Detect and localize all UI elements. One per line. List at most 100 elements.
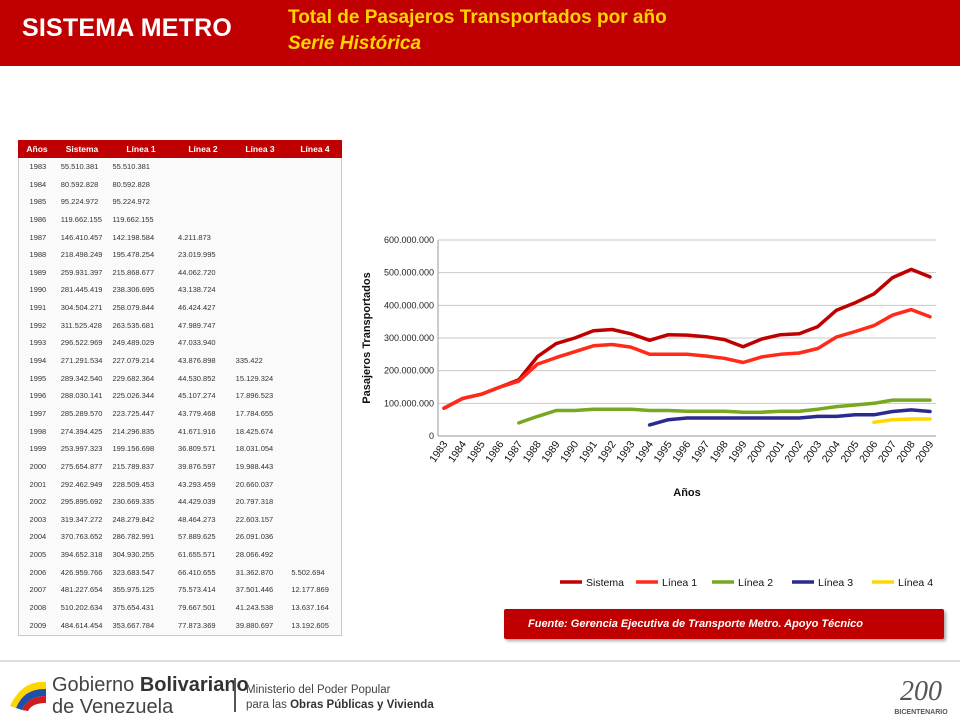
table-row: 1999 253.997.323 199.156.698 36.809.571 18.0…	[19, 444, 341, 454]
table-cell: 1988	[29, 250, 47, 260]
x-tick-label: 2001	[764, 439, 787, 465]
table-row: 1997 285.289.570 223.725.447 43.779.468 17.7…	[19, 409, 341, 419]
table-cell	[287, 285, 341, 295]
table-cell: 249.489.029	[112, 338, 155, 348]
source-note: Fuente: Gerencia Ejecutiva de Transporte…	[504, 609, 944, 639]
legend-label: Línea 4	[898, 577, 933, 589]
table-cell: 215.868.677	[112, 267, 155, 277]
table-row: 1985 95.224.972 95.224.972	[19, 197, 341, 207]
x-tick-label: 1988	[521, 439, 544, 465]
table-cell	[287, 303, 341, 313]
table-cell	[232, 197, 288, 207]
x-tick-label: 1984	[446, 439, 469, 465]
table-cell: 1997	[29, 408, 47, 418]
table-cell: 44.062.720	[178, 267, 216, 277]
table-row: 1998 274.394.425 214.296.835 41.671.916 18.4…	[19, 427, 341, 437]
brand-title: SISTEMA METRO	[22, 14, 233, 42]
legend-label: Línea 1	[662, 577, 697, 589]
ministry-prefix: para las	[246, 699, 291, 711]
table-cell: 1989	[29, 267, 47, 277]
y-tick-label: 100.000.000	[384, 398, 434, 408]
table-row: 1987 146.410.457 142.198.584 4.211.873	[19, 233, 341, 243]
table-cell: 286.782.991	[112, 532, 155, 542]
table-cell: 375.654.431	[112, 603, 155, 613]
y-tick-label: 400.000.000	[384, 300, 434, 310]
y-tick-label: 0	[429, 431, 434, 441]
table-cell	[232, 285, 288, 295]
y-axis-title: Pasajeros Transportados	[361, 272, 373, 403]
table-cell: 1998	[29, 426, 47, 436]
header-cell-linea4: Línea 4	[300, 144, 330, 154]
table-cell	[232, 321, 288, 331]
table-cell: 119.662.155	[60, 214, 102, 224]
table-cell	[174, 180, 232, 190]
table-cell: 394.652.318	[60, 550, 103, 560]
table-cell: 15.129.324	[235, 373, 274, 383]
table-cell: 1996	[29, 391, 47, 401]
table-cell: 296.522.969	[60, 338, 103, 348]
table-cell: 119.662.155	[112, 214, 154, 224]
table-cell: 1987	[29, 232, 47, 242]
table-cell: 80.592.828	[60, 179, 99, 189]
x-tick-label: 2004	[820, 439, 843, 465]
bicentenario-number: 200	[900, 676, 942, 707]
series-line-4	[647, 408, 932, 427]
table-cell	[232, 338, 288, 348]
table-cell: 4.211.873	[178, 232, 211, 242]
header-cell-linea1: Línea 1	[126, 144, 156, 154]
table-cell: 142.198.584	[112, 232, 155, 242]
table-cell: 2008	[29, 603, 47, 613]
table-cell: 17.784.655	[235, 408, 274, 418]
table-cell	[287, 427, 341, 437]
table-cell	[287, 391, 341, 401]
table-cell: 19.988.443	[235, 461, 274, 471]
table-cell: 426.959.766	[60, 567, 103, 577]
series-line-2	[442, 307, 932, 410]
y-tick-label: 500.000.000	[384, 268, 434, 278]
table-cell	[232, 215, 288, 225]
passenger-table: Años Sistema Línea 1 Línea 2 Línea 3 Lín…	[18, 140, 342, 636]
table-row: 1984 80.592.828 80.592.828	[19, 180, 341, 190]
table-cell: 311.525.428	[60, 320, 102, 330]
table-cell: 281.445.419	[60, 285, 103, 295]
table-cell: 274.394.425	[60, 426, 103, 436]
x-tick-label: 1995	[652, 439, 675, 465]
table-cell: 36.809.571	[178, 444, 216, 454]
table-cell: 227.079.214	[112, 356, 155, 366]
table-cell: 57.889.625	[178, 532, 216, 542]
x-tick-label: 1996	[670, 439, 693, 465]
y-tick-label: 300.000.000	[384, 333, 434, 343]
ministry-line1: Ministerio del Poder Popular	[246, 684, 391, 696]
table-cell: 1993	[29, 338, 47, 348]
table-cell: 2007	[29, 585, 47, 595]
table-cell	[174, 197, 232, 207]
table-cell: 55.510.381	[60, 162, 99, 171]
x-tick-label: 2009	[913, 439, 936, 465]
series-line-3	[517, 398, 932, 425]
table-cell: 484.614.454	[60, 620, 103, 630]
table-cell: 295.895.692	[60, 497, 103, 507]
table-cell	[174, 162, 232, 172]
table-cell: 218.498.249	[60, 250, 103, 260]
gov-bold: Bolivariano	[139, 674, 249, 696]
table-cell	[232, 162, 288, 172]
table-cell: 258.079.844	[112, 303, 155, 313]
table-body: 1983 55.510.381 55.510.381 1984 80.592.828 80…	[18, 158, 342, 636]
page-title: Total de Pasajeros Transportados por año	[288, 7, 667, 28]
table-row: 2003 319.347.272 248.279.842 48.464.273 22.6…	[19, 515, 341, 525]
table-cell: 79.667.501	[178, 603, 216, 613]
table-row: 2004 370.763.652 286.782.991 57.889.625 26.0…	[19, 532, 341, 542]
table-cell: 1984	[29, 179, 47, 189]
table-cell: 75.573.414	[178, 585, 216, 595]
table-row: 2007 481.227.654 355.975.125 75.573.414 37.5…	[19, 585, 341, 595]
table-row: 1996 288.030.141 225.026.344 45.107.274 17.8…	[19, 391, 341, 401]
table-cell: 43.876.898	[178, 356, 216, 366]
x-tick-label: 1992	[595, 439, 618, 465]
header-banner: SISTEMA METRO Total de Pasajeros Transpo…	[0, 0, 960, 66]
table-cell: 20.797.318	[235, 497, 274, 507]
table-cell: 238.306.695	[112, 285, 155, 295]
table-row: 1992 311.525.428 263.535.681 47.989.747	[19, 321, 341, 331]
x-tick-label: 1998	[708, 439, 731, 465]
x-tick-label: 2002	[782, 439, 805, 465]
table-cell	[287, 197, 341, 207]
